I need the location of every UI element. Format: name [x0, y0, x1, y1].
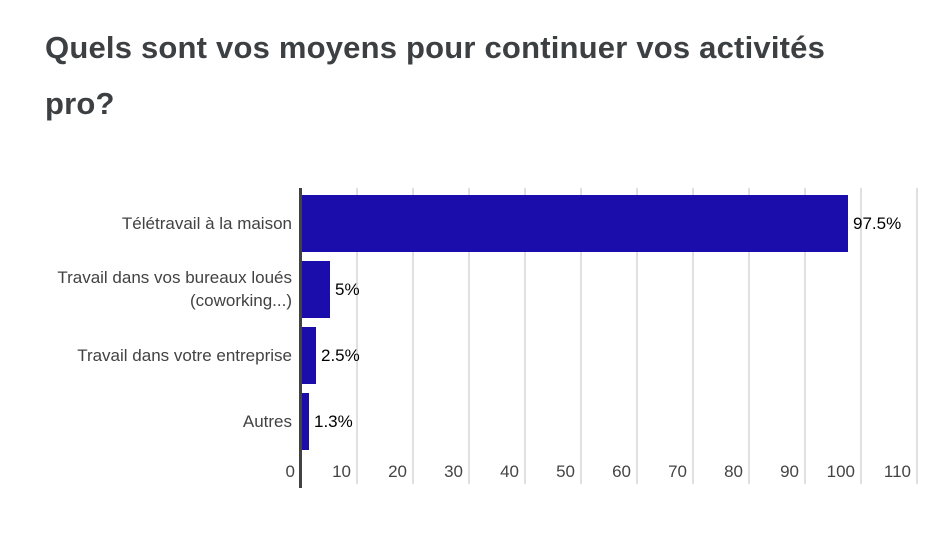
category-label: Travail dans vos bureaux loués (coworkin… [57, 268, 292, 310]
category-label: Télétravail à la maison [121, 213, 292, 233]
gridline [748, 188, 750, 484]
bar [302, 393, 309, 450]
bar [302, 327, 316, 384]
y-axis-baseline [299, 188, 302, 488]
gridline [692, 188, 694, 484]
x-tick-label: 40 [500, 462, 519, 481]
category-label: Autres [242, 411, 292, 431]
x-tick-label: 30 [444, 462, 463, 481]
gridline [916, 188, 918, 484]
x-tick-label: 10 [332, 462, 351, 481]
gridline [580, 188, 582, 484]
gridline [636, 188, 638, 484]
x-tick-label: 110 [883, 462, 911, 481]
bar-value-label: 2.5% [321, 345, 360, 365]
gridline [356, 188, 358, 484]
bar [302, 195, 848, 252]
bar-value-label: 5% [335, 279, 360, 299]
gridline [860, 188, 862, 484]
x-tick-label: 70 [668, 462, 687, 481]
bar-value-label: 1.3% [314, 411, 353, 431]
x-tick-label: 100 [826, 462, 855, 481]
x-tick-label: 20 [388, 462, 407, 481]
gridline [468, 188, 470, 484]
bar [302, 261, 330, 318]
gridline [524, 188, 526, 484]
bar-value-label: 97.5% [853, 213, 902, 233]
x-tick-label: 80 [724, 462, 743, 481]
x-tick-label: 0 [285, 462, 295, 481]
x-tick-label: 50 [556, 462, 575, 481]
gridline [804, 188, 806, 484]
x-tick-label: 90 [780, 462, 799, 481]
gridline [412, 188, 414, 484]
x-tick-label: 60 [612, 462, 631, 481]
category-label: Travail dans votre entreprise [77, 345, 292, 365]
chart-title: Quels sont vos moyens pour continuer vos… [45, 30, 826, 121]
